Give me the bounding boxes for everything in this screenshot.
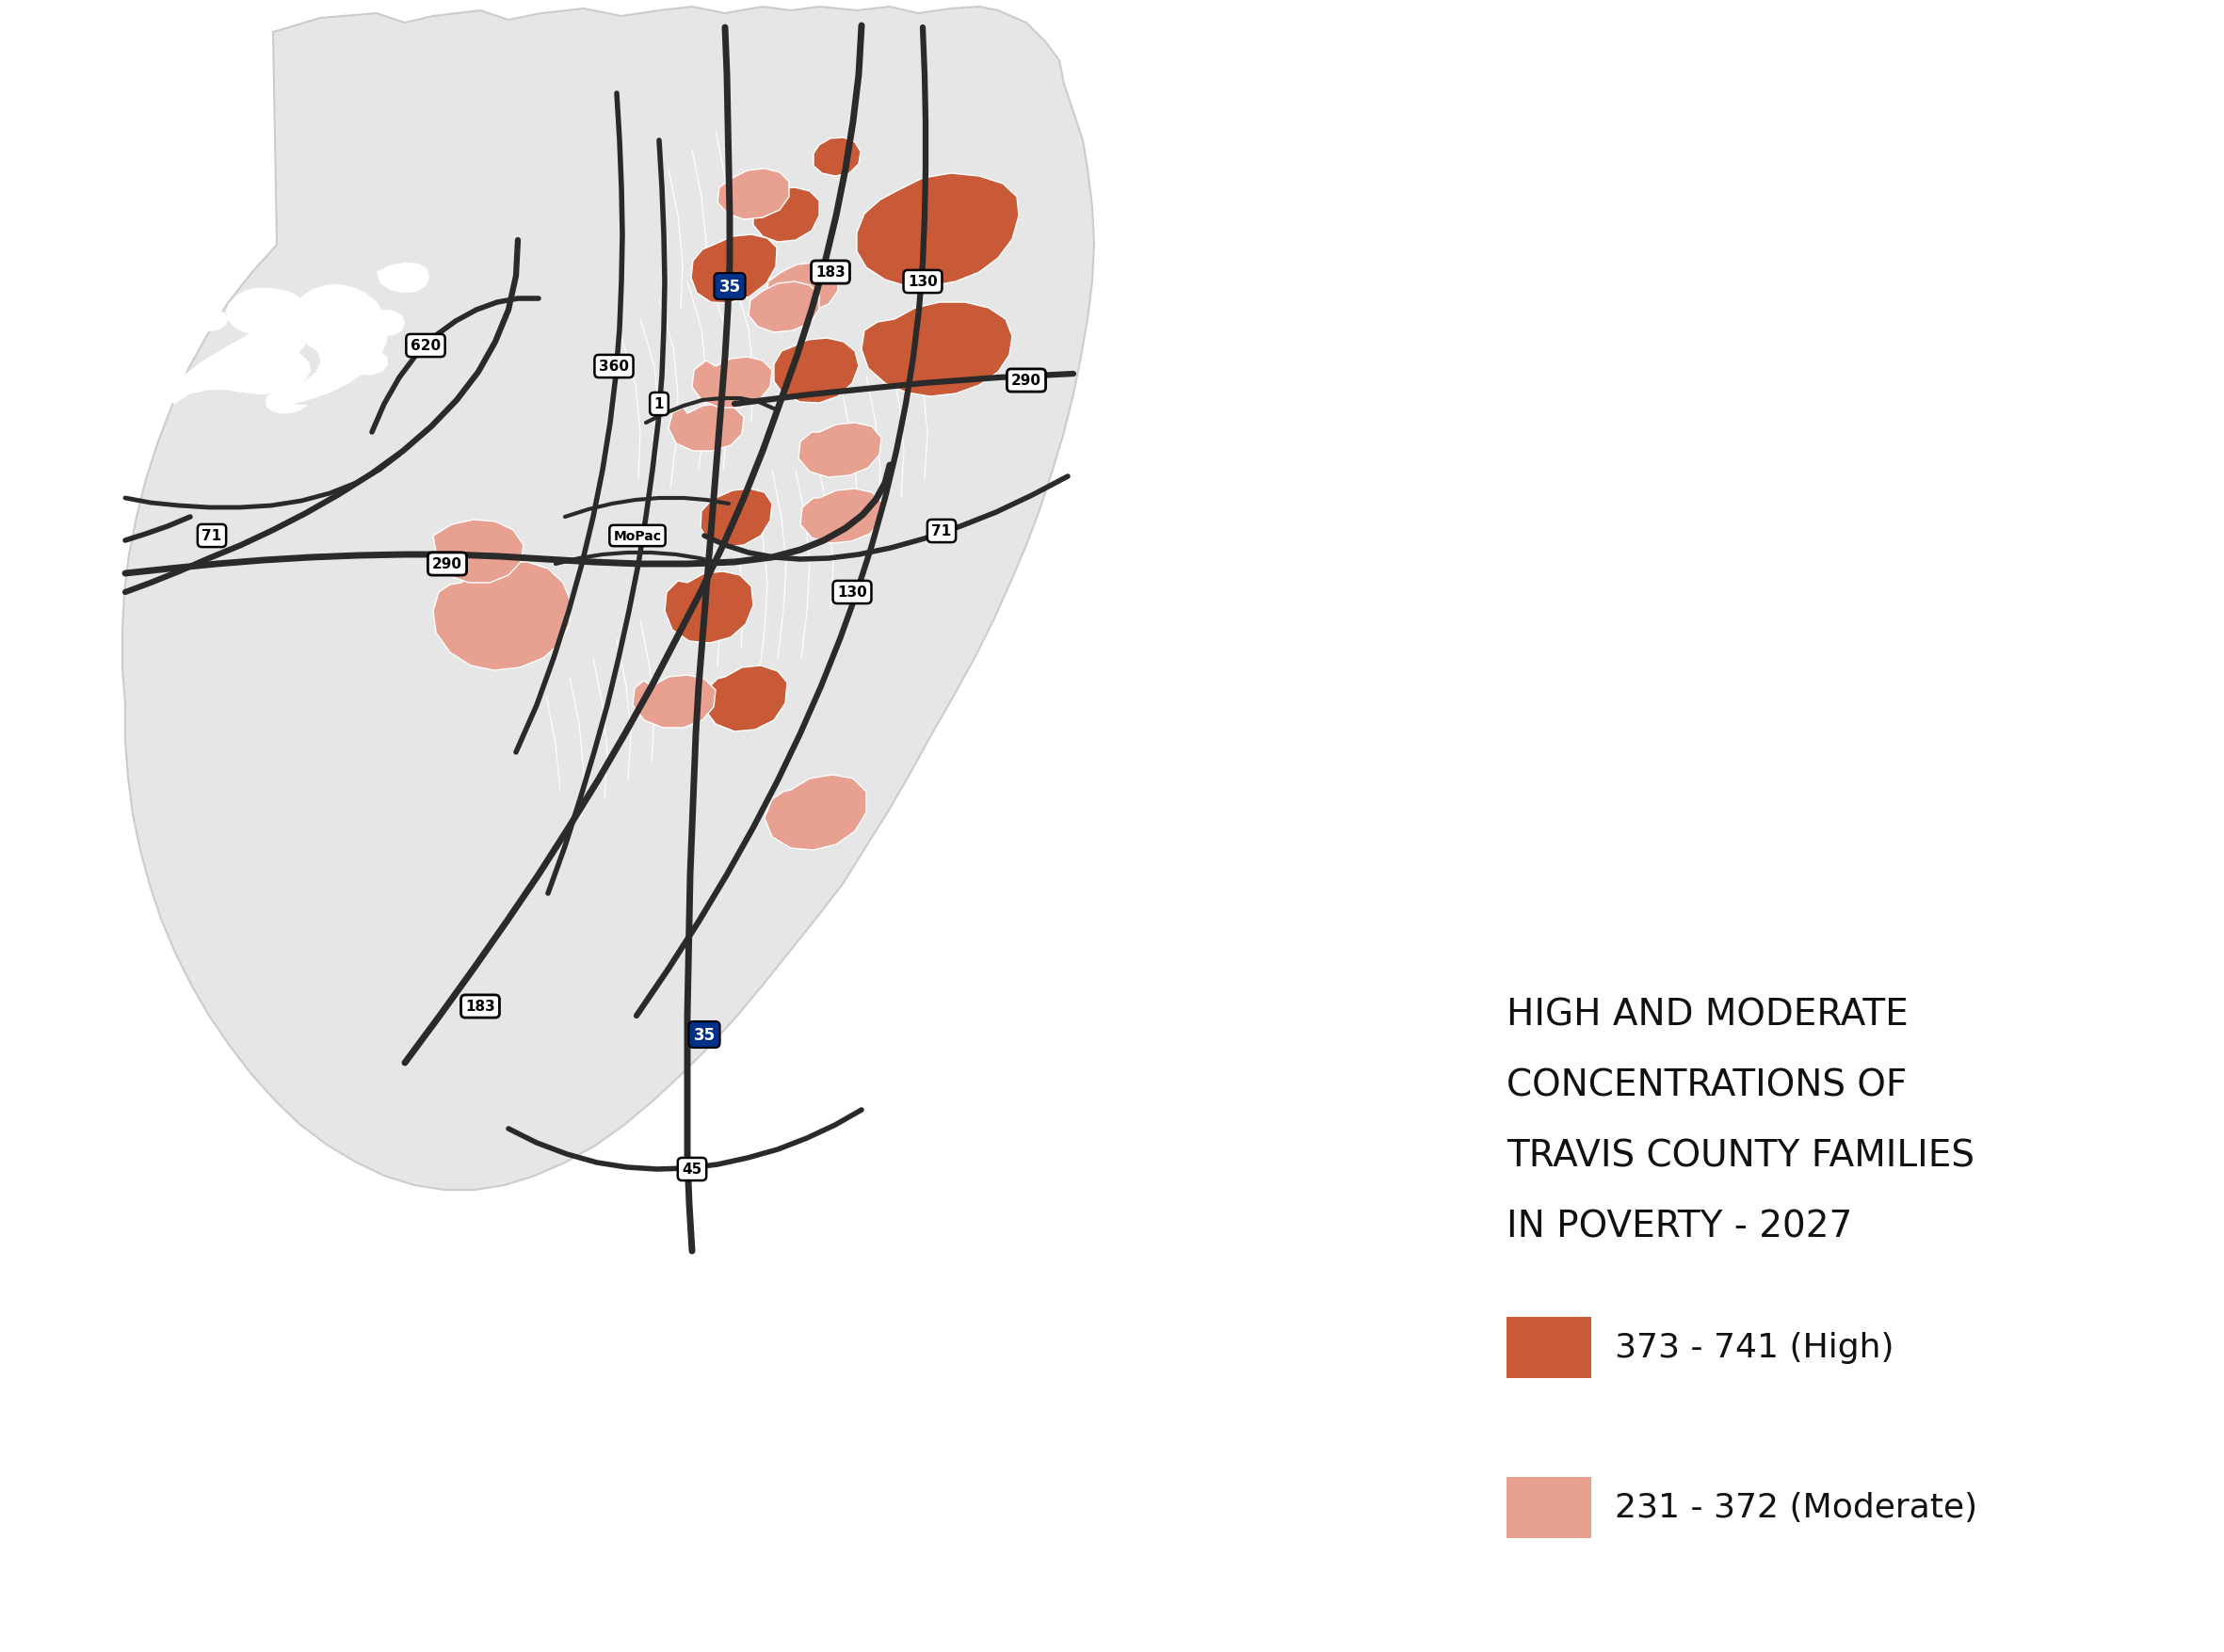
Polygon shape <box>122 8 1094 1189</box>
Polygon shape <box>665 572 754 644</box>
Text: IN POVERTY - 2027: IN POVERTY - 2027 <box>1506 1209 1853 1244</box>
Polygon shape <box>376 263 429 294</box>
Polygon shape <box>765 775 867 851</box>
Text: 35: 35 <box>718 279 741 296</box>
Text: 45: 45 <box>683 1163 703 1176</box>
Polygon shape <box>265 286 387 415</box>
Text: MoPac: MoPac <box>614 530 661 544</box>
Text: 130: 130 <box>836 585 867 600</box>
Polygon shape <box>754 188 818 243</box>
Polygon shape <box>749 282 818 334</box>
Polygon shape <box>171 289 314 405</box>
Text: 35: 35 <box>694 1026 716 1044</box>
Polygon shape <box>814 139 861 177</box>
Polygon shape <box>434 520 523 583</box>
Polygon shape <box>634 676 716 729</box>
Polygon shape <box>861 302 1012 396</box>
Text: 290: 290 <box>1012 373 1041 388</box>
Text: 71: 71 <box>932 524 952 539</box>
Text: HIGH AND MODERATE: HIGH AND MODERATE <box>1506 998 1908 1032</box>
Polygon shape <box>189 269 238 292</box>
Polygon shape <box>801 489 883 544</box>
Text: TRAVIS COUNTY FAMILIES: TRAVIS COUNTY FAMILIES <box>1506 1138 1975 1175</box>
Polygon shape <box>718 170 790 220</box>
Polygon shape <box>692 357 772 408</box>
Bar <box>1506 1317 1590 1378</box>
Text: 231 - 372 (Moderate): 231 - 372 (Moderate) <box>1615 1492 1977 1523</box>
Text: 373 - 741 (High): 373 - 741 (High) <box>1615 1332 1895 1363</box>
Text: 360: 360 <box>598 360 629 373</box>
Text: 71: 71 <box>202 529 222 544</box>
Polygon shape <box>173 311 227 332</box>
Polygon shape <box>358 311 405 337</box>
Polygon shape <box>774 339 858 403</box>
Bar <box>1506 1477 1590 1538</box>
Polygon shape <box>216 236 267 263</box>
Polygon shape <box>692 235 776 304</box>
Polygon shape <box>798 423 881 477</box>
Text: 1: 1 <box>654 398 665 411</box>
Text: 183: 183 <box>465 999 496 1014</box>
Polygon shape <box>434 563 572 671</box>
Text: 183: 183 <box>816 266 845 279</box>
Polygon shape <box>856 173 1019 287</box>
Text: CONCENTRATIONS OF: CONCENTRATIONS OF <box>1506 1067 1906 1104</box>
Polygon shape <box>669 405 743 451</box>
Polygon shape <box>767 263 838 314</box>
Text: 290: 290 <box>431 557 463 572</box>
Polygon shape <box>701 489 772 547</box>
Text: 620: 620 <box>411 339 440 354</box>
Polygon shape <box>705 666 787 732</box>
Polygon shape <box>338 350 387 375</box>
Text: 130: 130 <box>907 276 939 289</box>
